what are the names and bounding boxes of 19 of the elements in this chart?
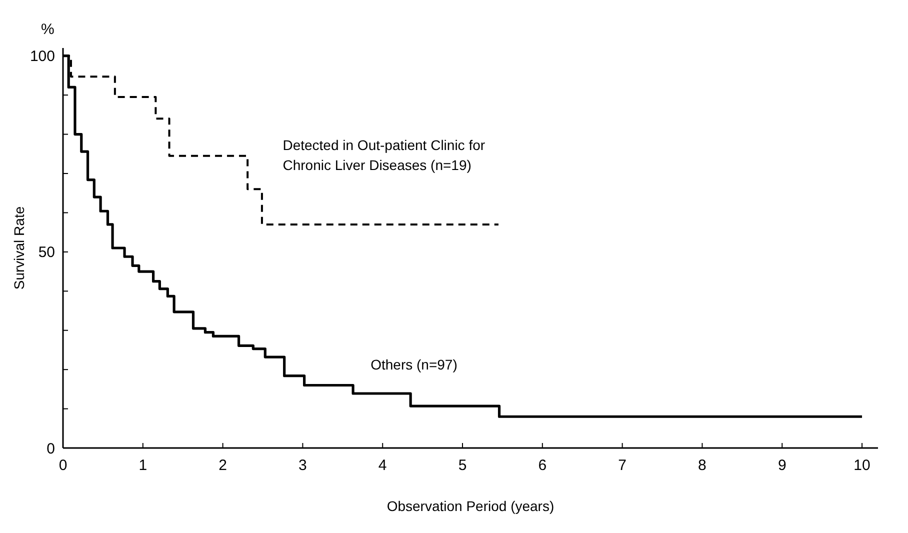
x-tick-label: 4 — [378, 457, 387, 474]
x-tick-label: 10 — [854, 457, 870, 474]
x-tick-label: 6 — [538, 457, 547, 474]
x-tick-label: 9 — [778, 457, 786, 474]
x-tick-label: 5 — [458, 457, 467, 474]
y-axis-title: Survival Rate — [11, 206, 27, 290]
x-tick-label: 3 — [298, 457, 307, 474]
series-label: Detected in Out-patient Clinic for Chronic Liver Diseases (n=19) — [282, 136, 486, 173]
y-tick-label: 50 — [38, 244, 55, 262]
x-tick-label: 0 — [58, 457, 68, 474]
y-tick-label: 0 — [46, 440, 55, 458]
x-tick-label: 1 — [138, 457, 148, 474]
x-tick-label: 8 — [698, 457, 706, 474]
x-tick-label: 7 — [618, 457, 626, 474]
series-label: Others (n=97) — [370, 356, 458, 373]
text: % — [41, 21, 54, 38]
x-axis-title: Observation Period (years) — [386, 498, 554, 514]
x-tick-label: 2 — [218, 457, 227, 474]
y-tick-label: 100 — [30, 48, 55, 66]
